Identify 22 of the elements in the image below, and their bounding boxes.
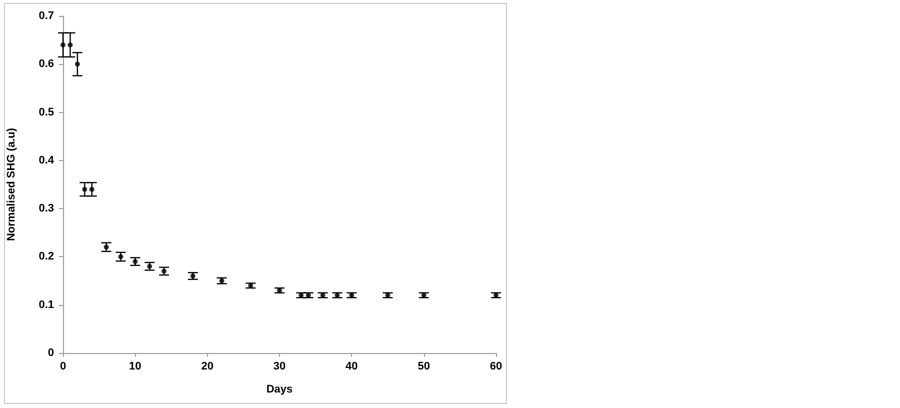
point [74, 62, 80, 67]
point [68, 42, 73, 48]
y-tick-label: 0 [48, 347, 54, 359]
x-tick-label: 10 [129, 360, 142, 372]
point [82, 186, 88, 192]
y-tick-label: 0.3 [38, 202, 54, 215]
x-tick-label: 0 [60, 360, 66, 372]
point [60, 42, 66, 48]
point [89, 186, 94, 192]
x-tick-label: 20 [201, 360, 214, 372]
y-axis-title: Normalised SHG (a.u) [6, 128, 18, 242]
y-tick-label: 0.4 [38, 154, 55, 166]
x-tick-label: 50 [418, 360, 430, 372]
y-tick-label: 0.6 [38, 58, 54, 70]
x-tick-label: 30 [273, 360, 286, 372]
x-axis-title: Days [266, 384, 293, 396]
y-tick-label: 0.7 [38, 10, 54, 22]
x-tick-label: 40 [346, 360, 358, 372]
y-tick-label: 0.2 [38, 250, 54, 263]
x-tick-label: 60 [490, 360, 502, 372]
y-tick-label: 0.1 [38, 298, 54, 311]
y-tick-label: 0.5 [38, 106, 54, 118]
